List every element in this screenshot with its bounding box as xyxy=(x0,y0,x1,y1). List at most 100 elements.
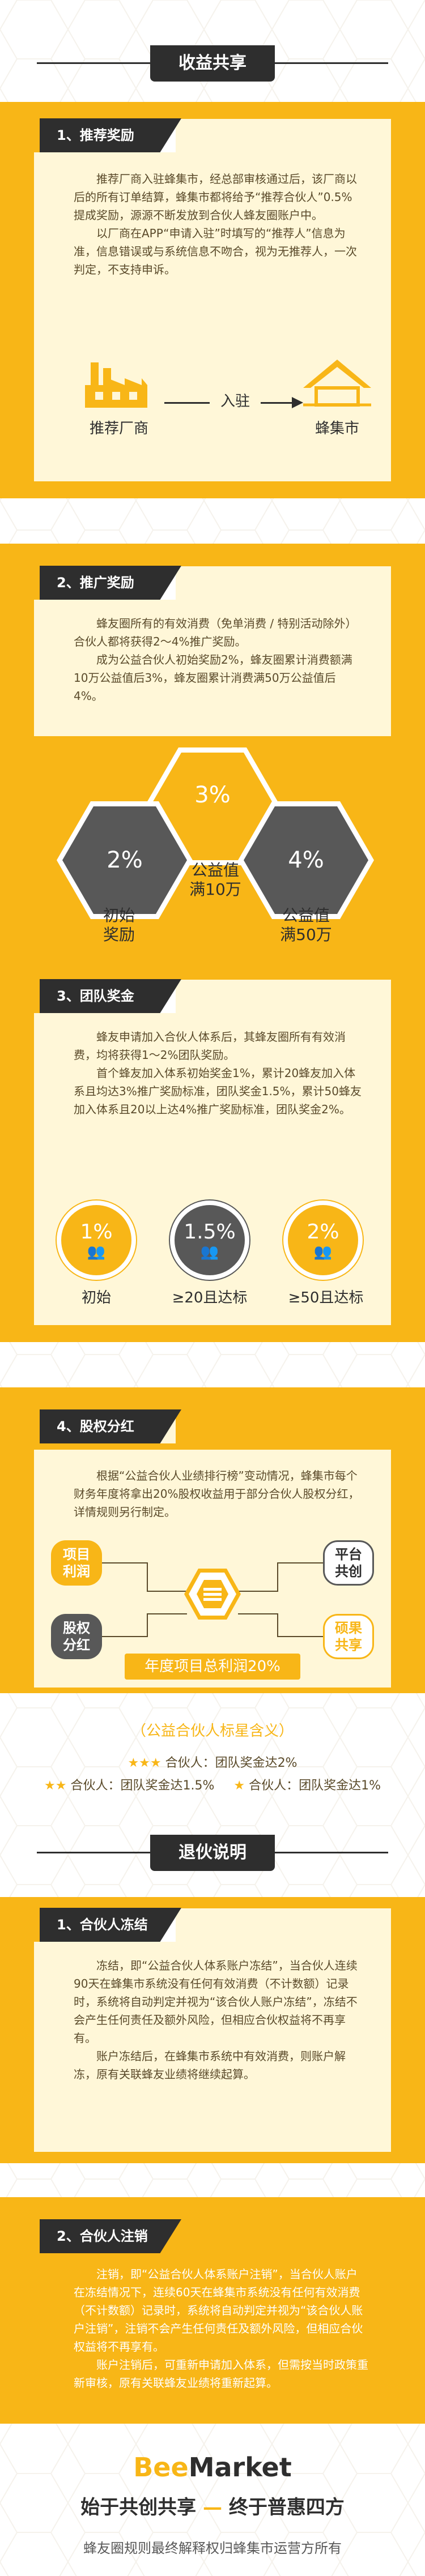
box-line: 项目 xyxy=(63,1547,90,1562)
arrow-line xyxy=(164,402,210,404)
section-tab-label: 2、推广奖励 xyxy=(40,566,181,600)
paragraph: 账户冻结后，在蜂集市系统中有效消费，则账户解冻，原有关联蜂友业绩将继续起算。 xyxy=(74,2049,346,2081)
paragraph: 账户注销后，可重新申请加入体系，但需按当时政策重新审核，原有关联蜂友业绩将重新起… xyxy=(74,2358,368,2390)
circle-value: 2% xyxy=(307,1220,339,1244)
label-100k: 公益值 满10万 xyxy=(181,861,249,899)
label-line: 满10万 xyxy=(189,880,241,899)
label-line: 初始 xyxy=(103,906,135,925)
box-harvest-share: 硕果 共享 xyxy=(323,1614,374,1659)
slogan: 始于共创共享 — 终于普惠四方 xyxy=(0,2492,425,2519)
brand-market: Market xyxy=(188,2452,292,2483)
circle-value: 1% xyxy=(80,1220,113,1244)
box-project-profit: 项目 利润 xyxy=(51,1540,102,1586)
star-icon: ★ xyxy=(233,1779,245,1793)
recommend-vendor-label: 推荐厂商 xyxy=(89,420,148,437)
paragraph: 推荐厂商入驻蜂集市，经总部审核通过后，该厂商以后的所有订单结算，蜂集市都将给予“… xyxy=(74,172,357,222)
box-line: 股权 xyxy=(63,1620,90,1636)
section-cancel: 2、合伙人注销 注销，即“公益合伙人体系账户注销”，当合伙人账户在冻结情况下，连… xyxy=(0,2197,425,2424)
team-label-3: ≥50且达标 xyxy=(288,1289,364,1306)
arrow-line xyxy=(261,402,295,404)
section-recommend-card: 1、推荐奖励 推荐厂商入驻蜂集市，经总部审核通过后，该厂商以后的所有订单结算，蜂… xyxy=(34,118,391,481)
paragraph: 蜂友申请加入合伙人体系后，其蜂友圈所有有效消费，均将获得1～2%团队奖励。 xyxy=(74,1030,346,1062)
box-line: 平台 xyxy=(335,1547,362,1562)
section-tab-label: 1、合伙人冻结 xyxy=(40,1908,181,1942)
slogan-dash: — xyxy=(203,2496,222,2519)
star-icon: ★★★ xyxy=(128,1756,162,1770)
label-line: 奖励 xyxy=(103,925,135,944)
people-icon: 👥 xyxy=(87,1243,106,1261)
star-icon: ★★ xyxy=(44,1779,67,1793)
paragraph: 蜂友圈所有的有效消费（免单消费 / 特别活动除外）合伙人都将获得2～4%推广奖励… xyxy=(74,617,357,648)
hex-value: 3% xyxy=(194,782,231,808)
team-circle-2: 1.5% 👥 xyxy=(170,1201,249,1280)
section-tab: 3、团队奖金 xyxy=(34,979,181,1013)
withdraw-title: 退伙说明 xyxy=(37,1835,388,1871)
section-cancel-card: 2、合伙人注销 xyxy=(34,2219,391,2259)
section-team: 3、团队奖金 蜂友申请加入合伙人体系后，其蜂友圈所有有效消费，均将获得1～2%团… xyxy=(0,957,425,1342)
section-text: 蜂友申请加入合伙人体系后，其蜂友圈所有有效消费，均将获得1～2%团队奖励。 首个… xyxy=(74,1028,363,1118)
section-tab: 2、推广奖励 xyxy=(34,566,181,600)
box-line: 硕果 xyxy=(335,1620,362,1636)
arrow-label: 入驻 xyxy=(220,393,250,410)
section-tab: 1、推荐奖励 xyxy=(34,118,181,152)
paragraph: 以厂商在APP“申请入驻”时填写的“推荐人”信息为准，信息错误或与系统信息不吻合… xyxy=(74,227,357,276)
hex-value: 2% xyxy=(107,847,143,873)
paragraph: 根据“公益合伙人业绩排行榜”变动情况，蜂集市每个财务年度将拿出20%股权收益用于… xyxy=(74,1469,360,1519)
label-line: 公益值 xyxy=(191,861,239,879)
footer-note: 蜂友圈规则最终解释权归蜂集市运营方所有 xyxy=(83,2540,342,2556)
tier-row-text: 合伙人：团队奖金达1% xyxy=(249,1779,381,1793)
bee-logo-icon xyxy=(197,1580,228,1608)
box-line: 共创 xyxy=(335,1563,362,1579)
box-platform-co-create: 平台 共创 xyxy=(323,1540,374,1586)
section-text: 根据“公益合伙人业绩排行榜”变动情况，蜂集市每个财务年度将拿出20%股权收益用于… xyxy=(74,1467,363,1521)
box-line: 分红 xyxy=(63,1637,90,1653)
label-line: 满50万 xyxy=(280,925,332,944)
tier-row-text: 合伙人：团队奖金达2% xyxy=(165,1756,298,1770)
house-icon xyxy=(303,360,371,407)
section-freeze: 1、合伙人冻结 冻结，即“公益合伙人体系账户冻结”，当合伙人连续90天在蜂集市系… xyxy=(0,1897,425,2163)
team-label-1: 初始 xyxy=(81,1289,111,1306)
people-icon: 👥 xyxy=(200,1243,219,1261)
section-text: 蜂友圈所有的有效消费（免单消费 / 特别活动除外）合伙人都将获得2～4%推广奖励… xyxy=(74,614,363,705)
tier-row-1: ★★★ 合伙人：团队奖金达2% xyxy=(0,1753,425,1771)
section-tab: 4、股权分红 xyxy=(34,1409,181,1443)
section-tab-label: 2、合伙人注销 xyxy=(40,2219,181,2253)
section-text: 注销，即“公益合伙人体系账户注销”，当合伙人账户在冻结情况下，连续60天在蜂集市… xyxy=(74,2265,368,2392)
section-tab-label: 4、股权分红 xyxy=(40,1409,181,1443)
team-label-2: ≥20且达标 xyxy=(172,1289,248,1306)
paragraph: 成为公益合伙人初始奖励2%，蜂友圈累计消费额满10万公益值后3%，蜂友圈累计消费… xyxy=(74,653,352,703)
box-line: 共享 xyxy=(335,1637,362,1653)
people-icon: 👥 xyxy=(313,1243,333,1261)
section-promotion-card: 2、推广奖励 蜂友圈所有的有效消费（免单消费 / 特别活动除外）合伙人都将获得2… xyxy=(34,566,391,736)
section-equity: 4、股权分红 根据“公益合伙人业绩排行榜”变动情况，蜂集市每个财务年度将拿出20… xyxy=(0,1387,425,1693)
paragraph: 冻结，即“公益合伙人体系账户冻结”，当合伙人连续90天在蜂集市系统没有任何有效消… xyxy=(74,1959,358,2045)
factory-icon xyxy=(85,362,147,408)
page-title: 收益共享 xyxy=(37,45,388,82)
paragraph: 注销，即“公益合伙人体系账户注销”，当合伙人账户在冻结情况下，连续60天在蜂集市… xyxy=(74,2267,363,2353)
label-500k: 公益值 满50万 xyxy=(272,906,340,945)
paragraph: 首个蜂友加入体系初始奖金1%，累计20蜂友加入体系且均达3%推广奖励标准，团队奖… xyxy=(74,1066,362,1116)
team-circle-3: 2% 👥 xyxy=(283,1201,363,1280)
label-initial: 初始 奖励 xyxy=(91,906,147,945)
box-equity-dividend: 股权 分红 xyxy=(51,1614,102,1659)
section-text: 冻结，即“公益合伙人体系账户冻结”，当合伙人连续90天在蜂集市系统没有任何有效消… xyxy=(74,1956,363,2083)
section-tab-label: 3、团队奖金 xyxy=(40,979,181,1013)
slogan-part: 终于普惠四方 xyxy=(228,2496,345,2519)
section-text: 推荐厂商入驻蜂集市，经总部审核通过后，该厂商以后的所有订单结算，蜂集市都将给予“… xyxy=(74,170,363,279)
team-circle-1: 1% 👥 xyxy=(57,1201,136,1280)
hex-value: 4% xyxy=(288,847,324,873)
box-line: 利润 xyxy=(63,1563,90,1579)
tier-row-text: 合伙人：团队奖金达1.5% xyxy=(70,1779,215,1793)
brand-logo: BeeMarket xyxy=(0,2452,425,2483)
section-team-card: 3、团队奖金 蜂友申请加入合伙人体系后，其蜂友圈所有有效消费，均将获得1～2%团… xyxy=(34,979,391,1325)
label-line: 公益值 xyxy=(282,906,330,925)
circle-value: 1.5% xyxy=(184,1220,236,1244)
tier-row-2: ★★ 合伙人：团队奖金达1.5% ★ 合伙人：团队奖金达1% xyxy=(0,1775,425,1793)
brand-bee: Bee xyxy=(133,2452,189,2483)
section-tab: 2、合伙人注销 xyxy=(34,2219,181,2253)
section-tab-label: 1、推荐奖励 xyxy=(40,118,181,152)
section-tab: 1、合伙人冻结 xyxy=(34,1908,181,1942)
arrow-head-icon xyxy=(292,397,303,408)
connector-lines xyxy=(96,1562,329,1637)
